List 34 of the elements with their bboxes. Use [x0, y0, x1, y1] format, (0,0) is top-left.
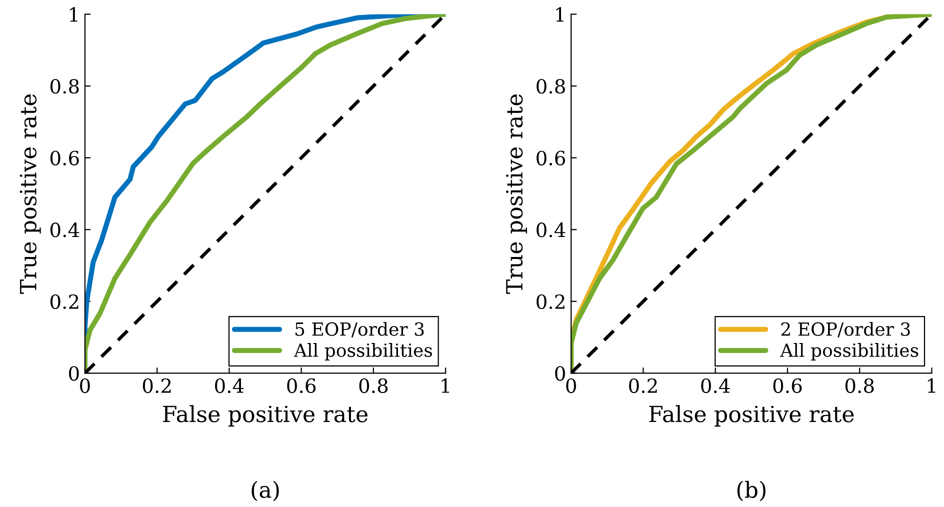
- legend-label: All possibilities: [294, 343, 432, 361]
- text: (a): [252, 480, 279, 502]
- y-tick-label: 0.8: [50, 78, 79, 94]
- y-tick-label: 0.8: [536, 78, 565, 94]
- legend-label: All possibilities: [780, 343, 918, 361]
- x-tick-label: 0.4: [215, 378, 244, 394]
- y-tick-label: 0.2: [536, 294, 564, 310]
- y-tick-label: 1: [556, 7, 564, 22]
- x-axis-title: False positive rate: [163, 405, 368, 427]
- y-tick-label: 0.4: [536, 222, 566, 238]
- x-tick-label: 1: [442, 378, 449, 393]
- y-axis-title: True positive rate: [20, 94, 41, 294]
- x-tick-label: 0.4: [701, 378, 730, 394]
- x-tick-label: 0: [80, 378, 90, 394]
- x-tick-label: 0: [566, 378, 576, 394]
- x-tick-label: 0.2: [142, 378, 171, 394]
- x-tick-label: 0.6: [287, 378, 316, 394]
- x-tick-label: 0.8: [845, 378, 874, 394]
- y-tick-label: 0: [69, 366, 79, 381]
- legend-label: 2 EOP/order 3: [781, 322, 910, 338]
- x-tick-label: 0.6: [773, 378, 802, 394]
- legend-label: 5 EOP/order 3: [296, 322, 424, 338]
- x-axis-title: False positive rate: [649, 405, 854, 427]
- y-axis-title: True positive rate: [506, 94, 528, 294]
- y-tick-label: 0.6: [50, 150, 79, 166]
- y-tick-label: 1: [70, 7, 78, 22]
- y-tick-label: 0: [555, 366, 565, 381]
- x-tick-label: 0.2: [629, 378, 657, 394]
- text: (b): [737, 480, 766, 502]
- y-tick-label: 0.4: [50, 222, 80, 238]
- x-tick-label: 0.8: [359, 378, 388, 394]
- x-tick-label: 1: [928, 378, 936, 393]
- y-tick-label: 0.6: [536, 150, 566, 166]
- y-tick-label: 0.2: [50, 294, 78, 310]
